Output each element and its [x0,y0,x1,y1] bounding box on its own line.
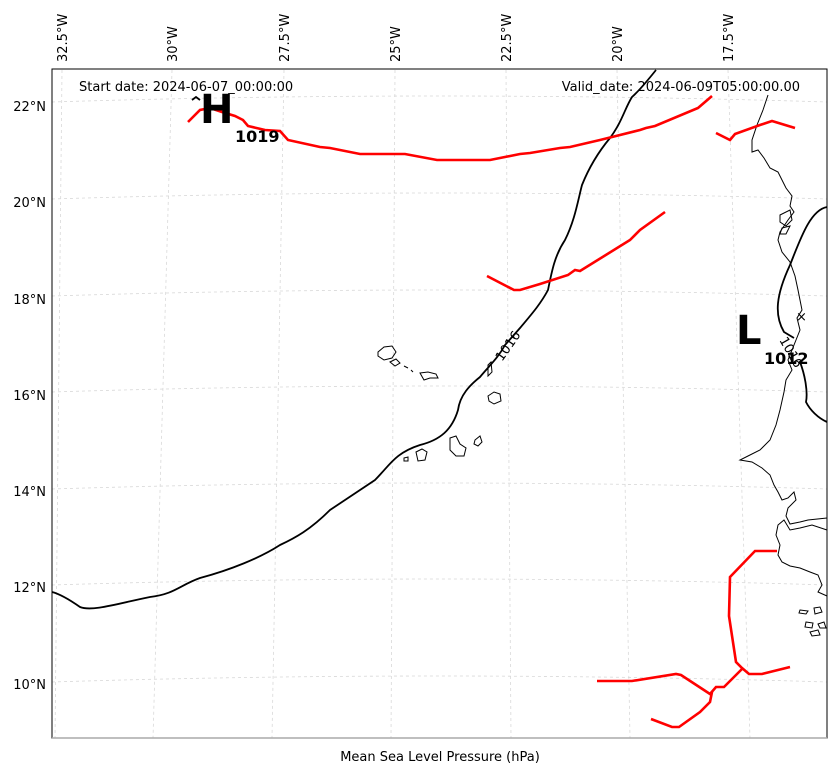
gridline-lat-20 [51,192,828,200]
lon-label-20: 20°W [611,26,626,62]
gridline-lon-25 [390,69,396,739]
coastline-gambia-guinea [775,519,828,597]
isobar-high-fragment [191,95,201,101]
low-pressure-letter: L [736,308,762,354]
island-sal [487,360,493,378]
isobar-1016-east [776,206,828,423]
map-caption: Mean Sea Level Pressure (hPa) [340,750,540,765]
island-sao-vicente [389,358,401,367]
front-south [650,691,714,729]
fronts [187,95,796,729]
lon-label-25: 25°W [389,26,404,62]
map-frame [51,68,828,739]
gridline-lat-14 [51,482,828,490]
coastline-cape-blanc [779,209,793,235]
lon-label-32-5: 32.5°W [56,14,71,62]
lat-label-22: 22°N [13,100,46,115]
island-santo-antao [377,345,397,361]
gridline-lon-20 [616,69,631,739]
start-date-label: Start date: 2024-06-07_00:00:00 [79,80,293,95]
gridline-lat-10 [51,675,828,683]
island-sao-nicolau [419,371,439,381]
gridline-lon-27-5 [271,69,285,739]
lon-label-27-5: 27.5°W [278,14,293,62]
lat-label-20: 20°N [13,196,46,211]
graticule [51,69,828,739]
island-brava [403,456,409,462]
island-boa-vista [487,391,502,405]
coastline [377,94,828,637]
gridline-lat-18 [51,289,828,297]
lat-label-14: 14°N [13,485,46,500]
front-south-west [597,668,743,696]
low-pressure-value: 1012 [764,349,809,368]
gridline-lat-12 [51,578,828,586]
island-fogo [415,448,428,462]
lon-label-17-5: 17.5°W [722,14,737,62]
island-santiago [449,435,467,457]
lon-label-30: 30°W [166,26,181,62]
gridline-lat-16 [51,385,828,393]
valid-date-label: Valid_date: 2024-06-09T05:00:00.00 [562,80,800,95]
high-pressure-value: 1019 [235,127,280,146]
island-santa-luzia [403,365,414,373]
front-southeast [727,549,791,676]
lat-label-16: 16°N [13,389,46,404]
longitude-axis: 32.5°W 30°W 27.5°W 25°W 22.5°W 20°W 17.5… [56,14,737,62]
low-center-marker: × [796,310,807,325]
gridline-lon-22-5 [505,69,512,739]
latitude-axis: 22°N 20°N 18°N 16°N 14°N 12°N 10°N [13,100,46,693]
isobar-label-main: 1016 [493,329,524,365]
gridline-lon-30 [152,69,173,739]
island-maio [473,435,483,447]
front-central [486,210,666,292]
isobar-1016-main [51,69,657,610]
isobars [51,69,828,610]
gridline-lon-32-5 [54,69,63,739]
gridline-lat-22 [51,95,828,103]
front-northeast [715,119,796,142]
coastline-africa [738,94,828,525]
front-north [187,95,713,162]
lat-label-10: 10°N [13,678,46,693]
lat-label-12: 12°N [13,581,46,596]
lat-label-18: 18°N [13,293,46,308]
coastline-bijagos [798,606,827,637]
high-pressure-letter: H [200,87,233,133]
lon-label-22-5: 22.5°W [500,14,515,62]
